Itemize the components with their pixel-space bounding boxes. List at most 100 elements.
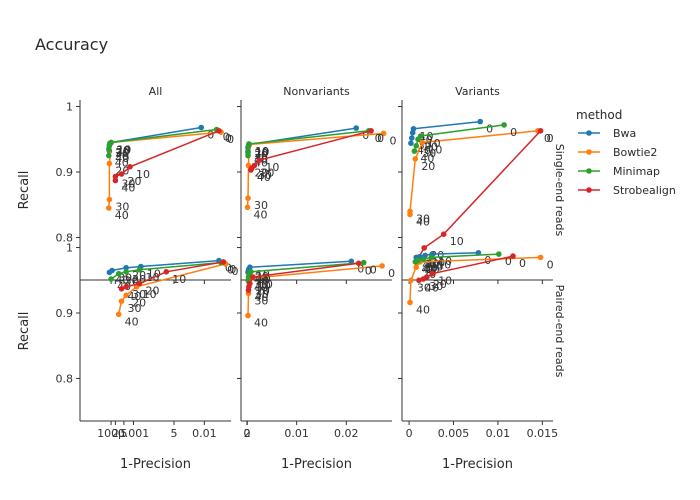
point-label: 30 xyxy=(429,280,443,293)
point-label: 10 xyxy=(255,145,269,158)
panel-r0-c1 xyxy=(237,100,392,284)
data-point xyxy=(537,254,544,261)
legend-marker xyxy=(586,168,592,174)
data-point xyxy=(245,312,251,319)
facet-row-title-0: Single-end reads xyxy=(553,144,566,237)
point-label: 10 xyxy=(117,144,131,157)
point-label: 30 xyxy=(127,302,141,315)
y-axis-title-0: Recall xyxy=(17,171,32,210)
data-point xyxy=(416,277,422,284)
point-label: 30 xyxy=(254,278,268,291)
data-point xyxy=(118,286,125,292)
data-point xyxy=(245,143,252,149)
point-label: 20 xyxy=(260,166,274,179)
point-label: 0 xyxy=(357,262,364,275)
x-tick-label: 0.015 xyxy=(527,427,559,440)
point-label: 20 xyxy=(116,144,130,157)
data-point xyxy=(245,148,251,154)
point-label: 10 xyxy=(428,144,442,157)
point-label: 10 xyxy=(427,137,441,150)
point-label: 20 xyxy=(254,166,268,179)
data-point xyxy=(108,276,114,282)
point-label: 10 xyxy=(143,288,157,301)
point-label: 40 xyxy=(115,273,129,286)
legend-label: Minimap xyxy=(613,165,660,178)
point-label: 40 xyxy=(254,281,268,294)
data-point xyxy=(510,253,516,259)
point-label: 30 xyxy=(255,288,269,301)
point-label: 10 xyxy=(117,144,131,157)
point-label: 30 xyxy=(254,294,268,307)
data-point xyxy=(379,263,385,269)
point-label: 0 xyxy=(365,264,372,277)
point-label: 20 xyxy=(255,285,269,298)
point-label: 0 xyxy=(370,264,377,277)
data-point xyxy=(127,164,133,170)
data-point xyxy=(115,311,122,318)
y-tick-label: 0.8 xyxy=(56,372,74,385)
data-point xyxy=(106,146,112,152)
data-point xyxy=(420,276,427,282)
data-point xyxy=(475,250,482,256)
point-label: 30 xyxy=(115,200,129,213)
point-label: 0 xyxy=(362,129,369,142)
legend-item-bowtie2: Bowtie2 xyxy=(578,146,657,159)
point-label: 0 xyxy=(375,132,382,145)
point-label: 20 xyxy=(254,147,268,160)
point-label: 30 xyxy=(132,288,146,301)
point-label: 10 xyxy=(117,144,131,157)
point-label: 40 xyxy=(125,315,139,328)
y-tick-label: 1 xyxy=(66,242,73,255)
x-axis-title-2: 1-Precision xyxy=(442,457,513,472)
data-point xyxy=(115,270,122,277)
data-point xyxy=(409,135,415,141)
data-point xyxy=(407,299,413,306)
point-label: 0 xyxy=(486,123,493,136)
x-tick-label: 100µ xyxy=(97,427,125,440)
point-label: 30 xyxy=(424,262,438,275)
point-label: 30 xyxy=(115,150,129,163)
data-point xyxy=(136,280,143,287)
point-label: 0 xyxy=(225,132,232,145)
point-label: 0 xyxy=(505,255,512,268)
y-tick-label: 0.8 xyxy=(56,231,74,244)
data-point xyxy=(420,256,427,263)
x-axis-title-1: 1-Precision xyxy=(281,457,352,472)
point-label: 20 xyxy=(132,296,146,309)
legend-marker xyxy=(586,187,592,193)
point-label: 40 xyxy=(115,157,129,170)
data-point xyxy=(407,211,413,218)
point-label: 40 xyxy=(115,209,129,222)
data-point xyxy=(409,129,416,136)
point-label: 20 xyxy=(127,175,141,188)
data-point xyxy=(118,298,125,305)
point-label: 30 xyxy=(121,178,135,191)
data-point xyxy=(360,259,367,266)
point-label: 10 xyxy=(450,235,464,248)
point-label: 30 xyxy=(416,212,430,225)
point-label: 10 xyxy=(257,279,271,292)
point-label: 0 xyxy=(484,254,491,267)
point-label: 40 xyxy=(254,317,268,330)
legend-label: Strobealign xyxy=(613,184,676,197)
data-point xyxy=(250,274,256,280)
point-label: 20 xyxy=(115,146,129,159)
data-point xyxy=(136,267,143,273)
data-point xyxy=(123,269,129,275)
x-axis-title-0: 1-Precision xyxy=(120,457,191,472)
data-point xyxy=(408,277,414,284)
point-label: 10 xyxy=(437,258,451,271)
x-tick-label: 0.02 xyxy=(334,427,359,440)
legend-marker xyxy=(586,149,592,155)
data-point xyxy=(106,269,113,276)
data-point xyxy=(408,140,414,146)
